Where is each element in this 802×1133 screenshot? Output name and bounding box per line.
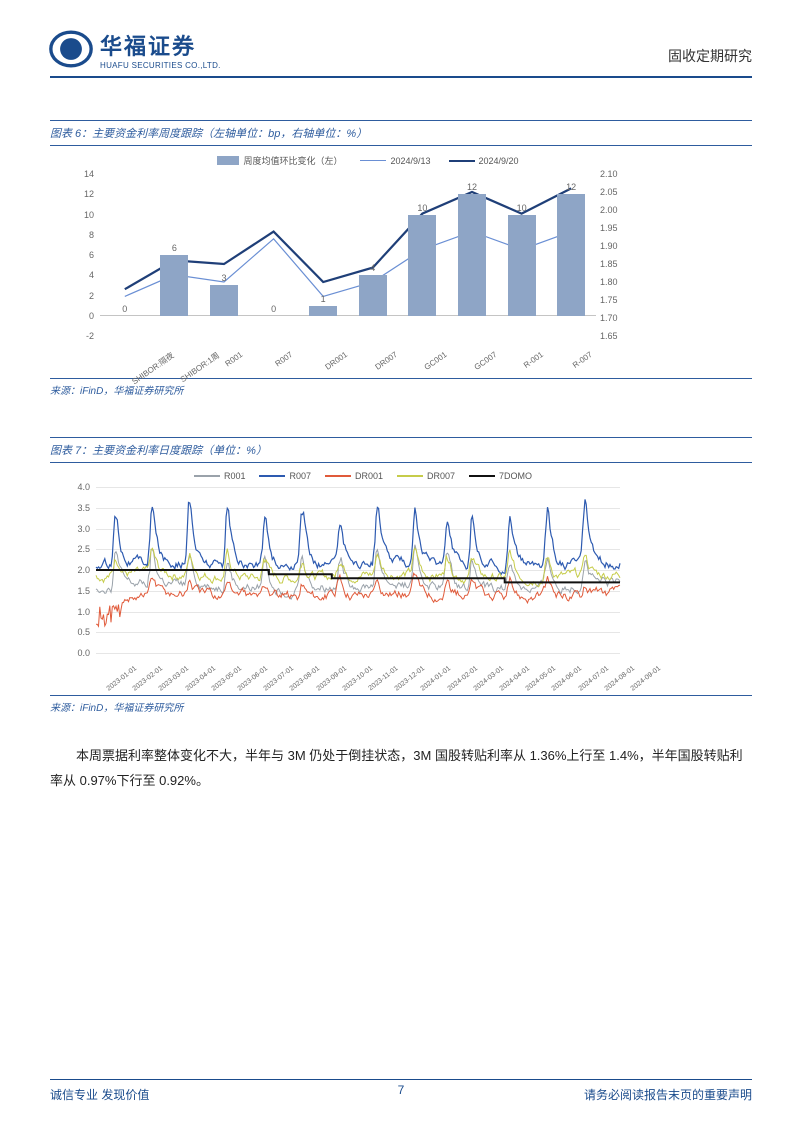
logo-icon [50,28,92,70]
legend-line1: 2024/9/13 [390,156,430,166]
figure-7: 图表 7：主要资金利率日度跟踪（单位：%） R001R007DR001DR007… [50,437,752,714]
figure-6: 图表 6：主要资金利率周度跟踪（左轴单位：bp，右轴单位：%） 周度均值环比变化… [50,120,752,397]
chart-7: R001R007DR001DR0077DOMO 0.00.51.01.52.02… [68,471,628,691]
logo-cn-text: 华福证券 [100,29,221,61]
figure-6-source: 来源：iFinD，华福证券研究所 [50,378,752,397]
chart-7-legend: R001R007DR001DR0077DOMO [98,471,628,481]
header-right: 固收定期研究 [668,46,752,70]
logo-en-text: HUAFU SECURITIES CO.,LTD. [100,61,221,70]
chart-6: 周度均值环比变化（左） 2024/9/13 2024/9/20 -2024681… [68,154,628,374]
header: 华福证券 HUAFU SECURITIES CO.,LTD. 固收定期研究 [50,0,752,78]
footer-left: 诚信专业 发现价值 [50,1086,149,1103]
body-paragraph: 本周票据利率整体变化不大，半年与 3M 仍处于倒挂状态，3M 国股转贴利率从 1… [50,744,752,793]
footer-right: 请务必阅读报告末页的重要声明 [584,1086,752,1103]
page-number: 7 [398,1083,405,1097]
legend-bar: 周度均值环比变化（左） [243,154,342,167]
legend-line2: 2024/9/20 [479,156,519,166]
chart-6-legend: 周度均值环比变化（左） 2024/9/13 2024/9/20 [108,154,628,167]
logo: 华福证券 HUAFU SECURITIES CO.,LTD. [50,28,221,70]
figure-6-title: 图表 6：主要资金利率周度跟踪（左轴单位：bp，右轴单位：%） [50,120,752,146]
figure-7-title: 图表 7：主要资金利率日度跟踪（单位：%） [50,437,752,463]
figure-7-source: 来源：iFinD，华福证券研究所 [50,695,752,714]
